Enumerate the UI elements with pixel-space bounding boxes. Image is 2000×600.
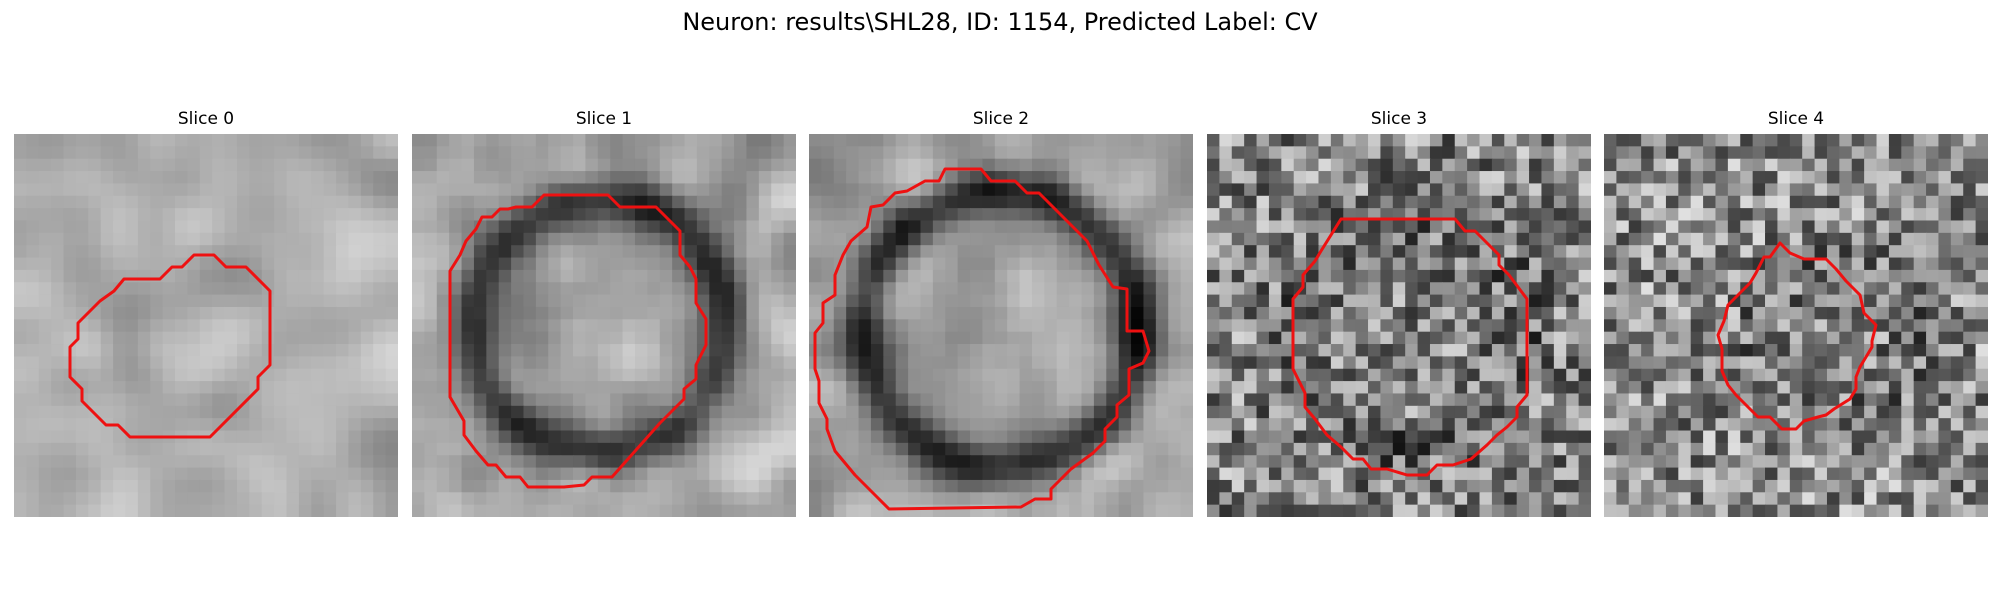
slice-title-2: Slice 2	[972, 109, 1030, 129]
slice-image-3	[1207, 134, 1591, 517]
cell-contour	[813, 167, 1151, 511]
grayscale-texture	[1207, 134, 1591, 517]
slice-panel-0	[14, 134, 398, 517]
slice-title-1: Slice 1	[575, 109, 633, 129]
slice-panel-4	[1604, 134, 1988, 517]
slice-panel-2	[809, 134, 1193, 517]
slice-image-1	[412, 134, 796, 517]
figure-title: Neuron: results\SHL28, ID: 1154, Predict…	[682, 8, 1318, 36]
slice-title-4: Slice 4	[1767, 109, 1825, 129]
cell-contour	[1291, 217, 1529, 477]
grayscale-texture	[1604, 134, 1988, 517]
slice-title-0: Slice 0	[177, 109, 235, 129]
slice-image-4	[1604, 134, 1988, 517]
cell-contour	[68, 253, 272, 439]
cell-contour	[448, 193, 708, 489]
grayscale-texture	[14, 134, 398, 517]
slice-image-0	[14, 134, 398, 517]
grayscale-texture	[809, 134, 1193, 517]
slice-image-2	[809, 134, 1193, 517]
slice-title-3: Slice 3	[1370, 109, 1428, 129]
grayscale-texture	[412, 134, 796, 517]
slice-panel-1	[412, 134, 796, 517]
slice-panel-3	[1207, 134, 1591, 517]
cell-contour	[1716, 241, 1878, 431]
